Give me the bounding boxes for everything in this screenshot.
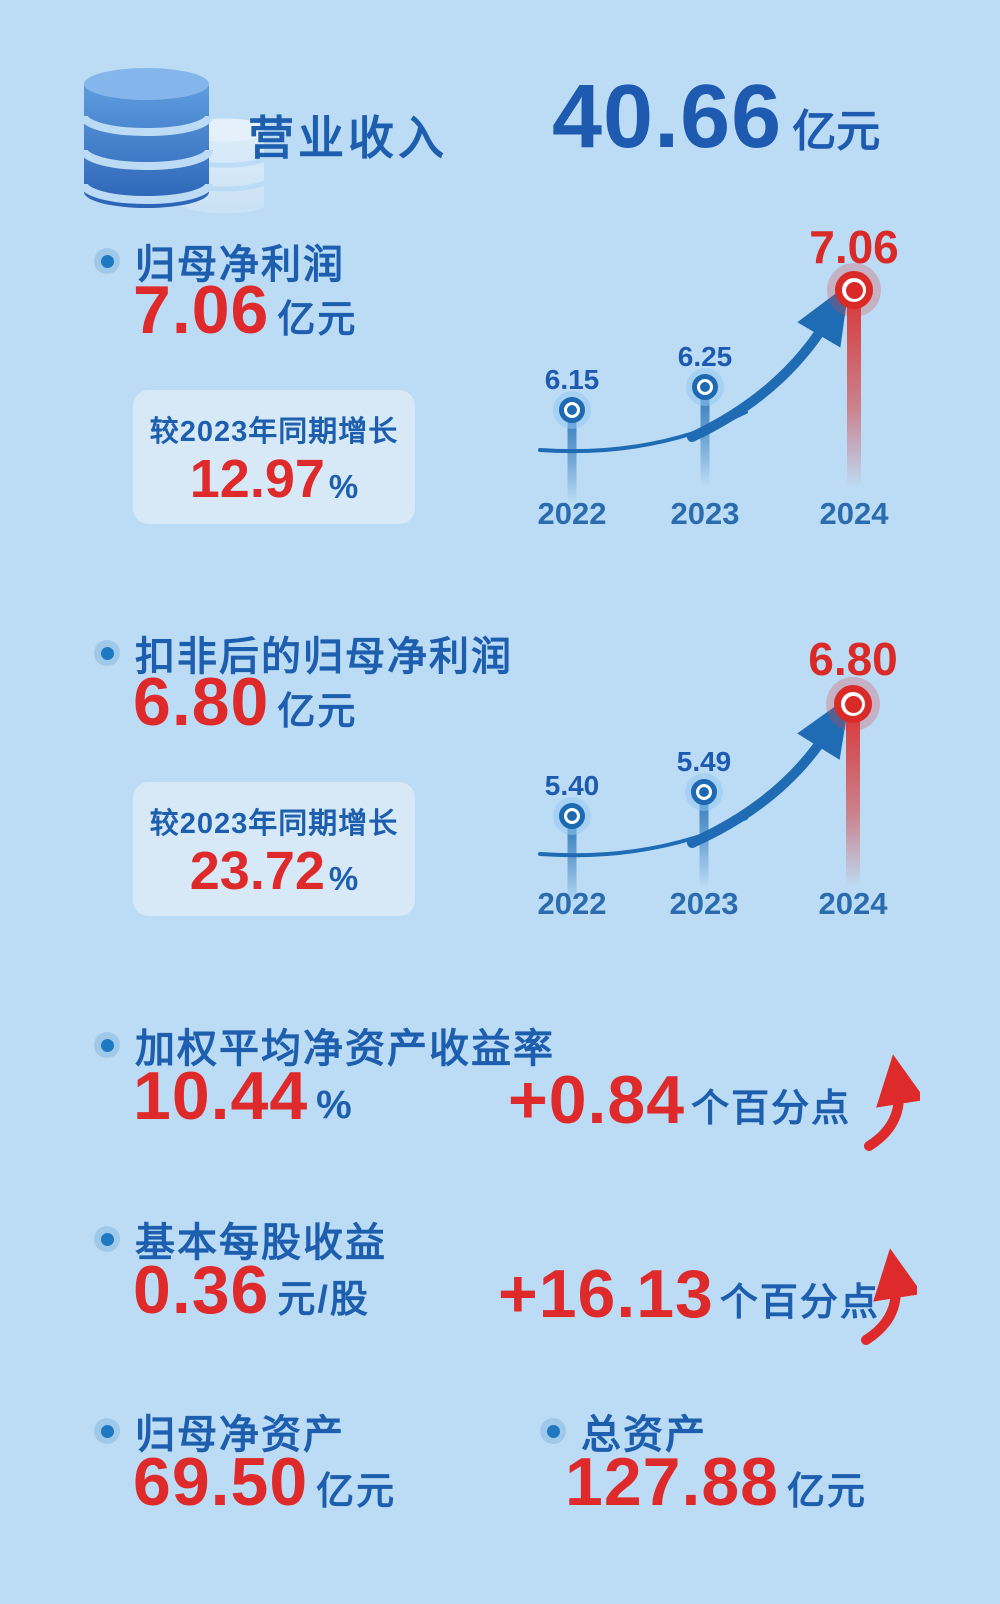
data-point-marker-highlight — [835, 271, 873, 309]
eps-delta-value: +16.13 — [498, 1256, 714, 1332]
data-point-label: 5.40 — [544, 770, 600, 801]
eps-delta-unit: 个百分点 — [719, 1282, 880, 1324]
year-label: 2023 — [670, 496, 740, 531]
net-assets-value-row: 69.50 亿元 — [133, 1448, 396, 1516]
total-assets-label-row: 总资产 — [540, 1402, 707, 1460]
data-point-stem-highlight — [846, 704, 860, 888]
net-assets-value: 69.50 — [133, 1444, 309, 1520]
net-profit-value-row: 7.06 亿元 — [133, 276, 357, 344]
data-point-label-highlight: 6.80 — [808, 633, 898, 685]
net-profit-deducted-chart: 5.40 5.49 6.80 2022 2023 2024 — [482, 606, 952, 924]
net-assets-label-row: 归母净资产 — [94, 1402, 345, 1460]
data-point-marker — [692, 374, 718, 400]
data-point-stem — [699, 792, 709, 888]
eps-label-row: 基本每股收益 — [94, 1210, 387, 1268]
net-profit-deducted-unit: 亿元 — [277, 691, 358, 733]
eps-unit: 元/股 — [277, 1279, 370, 1321]
bullet-icon — [94, 1032, 120, 1058]
growth-caption: 较2023年同期增长 — [149, 416, 399, 448]
net-profit-unit: 亿元 — [277, 299, 358, 341]
data-point-marker-highlight — [834, 685, 872, 723]
bullet-icon — [94, 1418, 120, 1444]
net-profit-chart: 6.15 6.25 7.06 2022 2023 2024 — [482, 216, 952, 534]
revenue-value-row: 40.66 亿元 — [552, 72, 880, 162]
database-icon — [74, 60, 272, 220]
eps-delta-row: +16.13 个百分点 — [498, 1260, 880, 1328]
net-profit-deducted-value: 6.80 — [133, 664, 270, 740]
net-profit-deducted-growth-box: 较2023年同期增长 23.72 % — [133, 782, 415, 916]
data-point-stem-highlight — [847, 290, 861, 488]
year-label: 2023 — [669, 886, 739, 921]
trend-arrow-icon — [538, 695, 851, 858]
roe-delta-unit: 个百分点 — [691, 1088, 852, 1130]
data-point-label: 6.15 — [544, 364, 600, 395]
net-profit-label: 归母净利润 — [135, 243, 345, 287]
bullet-icon — [94, 640, 120, 666]
bullet-icon — [94, 248, 120, 274]
total-assets-unit: 亿元 — [786, 1471, 867, 1513]
net-profit-deducted-label: 扣非后的归母净利润 — [135, 635, 513, 679]
total-assets-value-row: 127.88 亿元 — [565, 1448, 867, 1516]
revenue-value: 40.66 — [552, 67, 783, 167]
net-profit-label-row: 归母净利润 — [94, 232, 345, 290]
bullet-icon — [540, 1418, 566, 1444]
bullet-icon — [94, 1226, 120, 1252]
revenue-unit: 亿元 — [792, 107, 881, 156]
net-assets-label: 归母净资产 — [135, 1413, 345, 1457]
data-point-stem — [567, 410, 577, 504]
net-profit-deducted-value-row: 6.80 亿元 — [133, 668, 357, 736]
growth-value: 12.97 — [189, 449, 325, 509]
data-point-marker — [559, 803, 585, 829]
growth-unit: % — [328, 468, 359, 505]
data-point-marker — [691, 779, 717, 805]
roe-label: 加权平均净资产收益率 — [135, 1027, 555, 1071]
trend-arrow-icon — [538, 283, 850, 454]
growth-unit: % — [328, 860, 359, 897]
eps-label: 基本每股收益 — [135, 1221, 387, 1265]
roe-delta-value: +0.84 — [508, 1062, 686, 1138]
total-assets-value: 127.88 — [565, 1444, 779, 1520]
roe-delta-row: +0.84 个百分点 — [508, 1066, 851, 1134]
growth-caption: 较2023年同期增长 — [149, 808, 399, 840]
roe-value: 10.44 — [133, 1058, 309, 1134]
growth-value: 23.72 — [189, 841, 325, 901]
roe-unit: % — [316, 1083, 354, 1127]
eps-value: 0.36 — [133, 1252, 270, 1328]
net-profit-value: 7.06 — [133, 272, 270, 348]
total-assets-label: 总资产 — [581, 1413, 707, 1457]
up-arrow-icon — [858, 1052, 926, 1157]
data-point-label: 6.25 — [677, 341, 733, 372]
data-point-label-highlight: 7.06 — [809, 221, 899, 273]
data-point-label: 5.49 — [676, 746, 732, 777]
net-profit-deducted-label-row: 扣非后的归母净利润 — [94, 624, 513, 682]
year-label: 2024 — [818, 886, 888, 921]
data-point-stem — [567, 816, 577, 906]
up-arrow-icon — [855, 1246, 923, 1351]
roe-value-row: 10.44 % — [133, 1062, 354, 1130]
data-point-stem — [700, 387, 710, 487]
net-profit-growth-box: 较2023年同期增长 12.97 % — [133, 390, 415, 524]
eps-value-row: 0.36 元/股 — [133, 1256, 370, 1324]
net-assets-unit: 亿元 — [316, 1471, 397, 1513]
roe-label-row: 加权平均净资产收益率 — [94, 1016, 555, 1074]
data-point-marker — [559, 397, 585, 423]
year-label: 2024 — [819, 496, 889, 531]
revenue-title: 营业收入 — [248, 112, 448, 164]
